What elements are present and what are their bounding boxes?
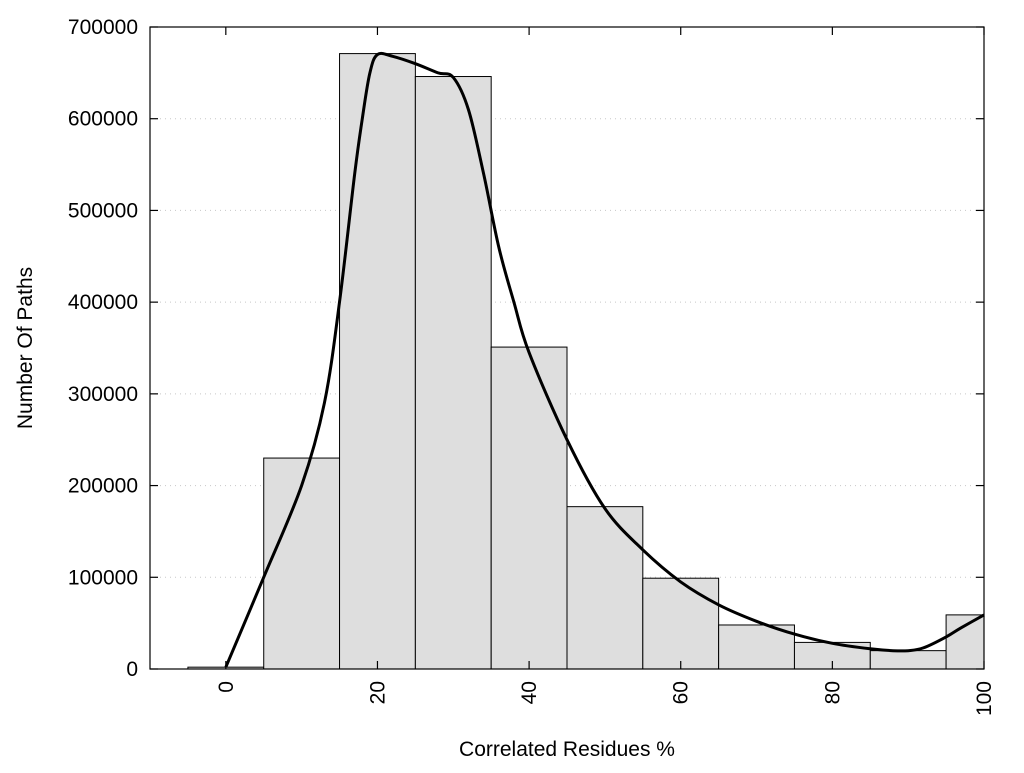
histogram-bar-1 (263, 457, 341, 670)
y-tick-label-7: 700000 (68, 16, 138, 39)
y-tick-label-5: 500000 (68, 199, 138, 222)
histogram-bar-3 (414, 76, 492, 670)
x-tick-label-3: 60 (670, 681, 693, 704)
y-tick-label-1: 100000 (68, 566, 138, 589)
histogram-bar-2 (339, 53, 416, 670)
y-axis-ticks: 0 100000 200000 300000 400000 500000 600000 700… (68, 16, 984, 681)
x-axis-label: Correlated Residues % (459, 738, 675, 761)
y-tick-label-3: 300000 (68, 383, 138, 406)
histogram-bar-4 (490, 346, 568, 670)
y-tick-label-2: 200000 (68, 475, 138, 498)
x-axis-ticks: 0 20 40 60 80 100 (215, 27, 996, 716)
x-tick-label-5: 100 (973, 681, 996, 716)
y-axis-label: Number Of Paths (14, 267, 37, 429)
x-tick-label-0: 0 (215, 681, 238, 693)
histogram-bar-9 (869, 650, 947, 670)
grid-lines (150, 118, 984, 578)
y-tick-label-4: 400000 (68, 291, 138, 314)
histogram-bar-6 (642, 577, 720, 670)
y-tick-label-0: 0 (126, 658, 138, 681)
x-tick-label-1: 20 (366, 681, 389, 704)
x-tick-label-2: 40 (518, 681, 541, 704)
density-curve (224, 51, 985, 668)
x-tick-label-4: 80 (821, 681, 844, 704)
density-curve-layer (224, 51, 985, 668)
histogram-bar-7 (718, 624, 795, 670)
y-tick-label-6: 600000 (68, 108, 138, 131)
plot-frame (149, 26, 985, 670)
histogram-bar-5 (566, 506, 644, 670)
histogram-bar-10 (945, 614, 985, 670)
histogram-bars (187, 53, 985, 670)
